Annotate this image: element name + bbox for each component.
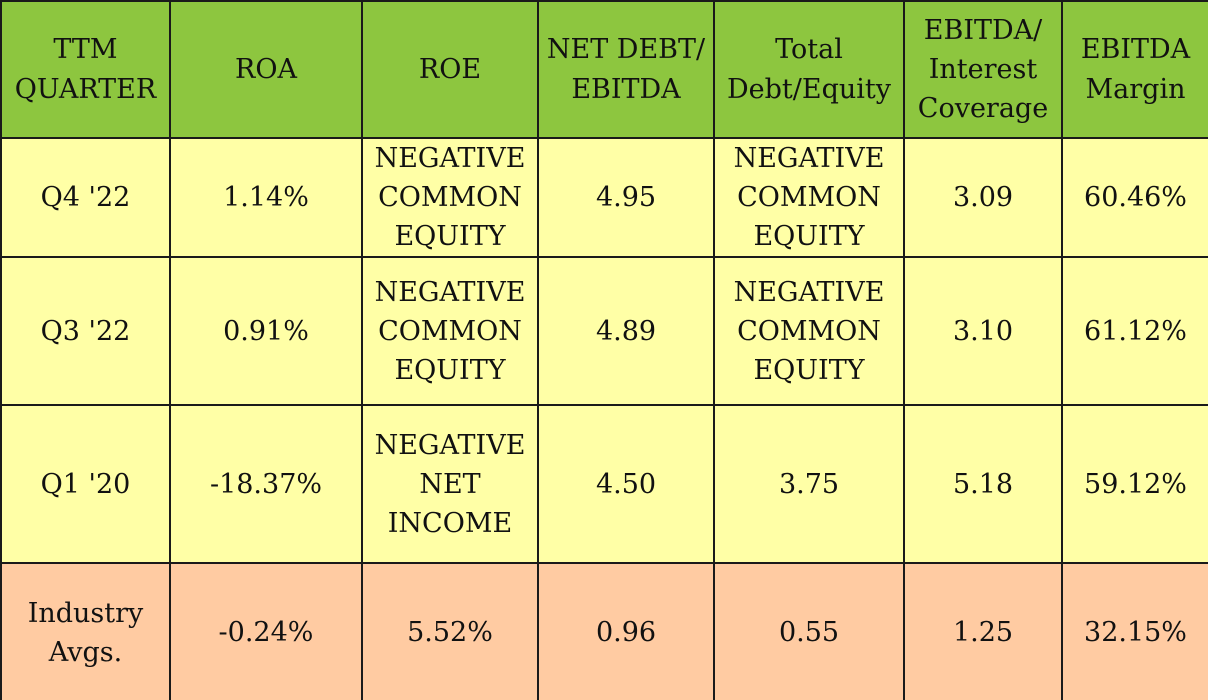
table-cell: -18.37% <box>169 404 363 565</box>
header-roa: ROA <box>169 0 363 139</box>
table-cell: Industry Avgs. <box>0 562 171 700</box>
header-row: TTM QUARTER ROA ROE NET DEBT/ EBITDA Tot… <box>0 0 1208 139</box>
table-cell: Q1 '20 <box>0 404 171 565</box>
table-cell: 3.75 <box>713 404 905 565</box>
header-ebitda-margin: EBITDA Margin <box>1061 0 1208 139</box>
table-row: Q4 '22 1.14% NEGATIVE COMMON EQUITY 4.95… <box>0 136 1208 259</box>
table-cell: NEGATIVE NET INCOME <box>361 404 539 565</box>
industry-avg-row: Industry Avgs. -0.24% 5.52% 0.96 0.55 1.… <box>0 562 1208 700</box>
table-cell: 4.50 <box>537 404 715 565</box>
table-cell: 5.18 <box>903 404 1063 565</box>
table-row: Q3 '22 0.91% NEGATIVE COMMON EQUITY 4.89… <box>0 256 1208 407</box>
header-total-debt-equity: Total Debt/Equity <box>713 0 905 139</box>
table-cell: 0.91% <box>169 256 363 407</box>
table-cell: 59.12% <box>1061 404 1208 565</box>
table-cell: -0.24% <box>169 562 363 700</box>
table-cell: 1.25 <box>903 562 1063 700</box>
table-cell: 1.14% <box>169 136 363 259</box>
table-cell: 0.55 <box>713 562 905 700</box>
header-net-debt-ebitda: NET DEBT/ EBITDA <box>537 0 715 139</box>
table-cell: NEGATIVE COMMON EQUITY <box>713 256 905 407</box>
table-cell: 3.10 <box>903 256 1063 407</box>
header-ttm-quarter: TTM QUARTER <box>0 0 171 139</box>
table-row: Q1 '20 -18.37% NEGATIVE NET INCOME 4.50 … <box>0 404 1208 565</box>
table-cell: 61.12% <box>1061 256 1208 407</box>
table-cell: NEGATIVE COMMON EQUITY <box>713 136 905 259</box>
table-cell: 0.96 <box>537 562 715 700</box>
table-cell: NEGATIVE COMMON EQUITY <box>361 136 539 259</box>
header-ebitda-interest-coverage: EBITDA/ Interest Coverage <box>903 0 1063 139</box>
table-cell: Q3 '22 <box>0 256 171 407</box>
table-cell: 60.46% <box>1061 136 1208 259</box>
table-cell: Q4 '22 <box>0 136 171 259</box>
header-roe: ROE <box>361 0 539 139</box>
table-cell: 3.09 <box>903 136 1063 259</box>
table-cell: NEGATIVE COMMON EQUITY <box>361 256 539 407</box>
table-cell: 32.15% <box>1061 562 1208 700</box>
table-cell: 4.95 <box>537 136 715 259</box>
table-cell: 4.89 <box>537 256 715 407</box>
table-cell: 5.52% <box>361 562 539 700</box>
